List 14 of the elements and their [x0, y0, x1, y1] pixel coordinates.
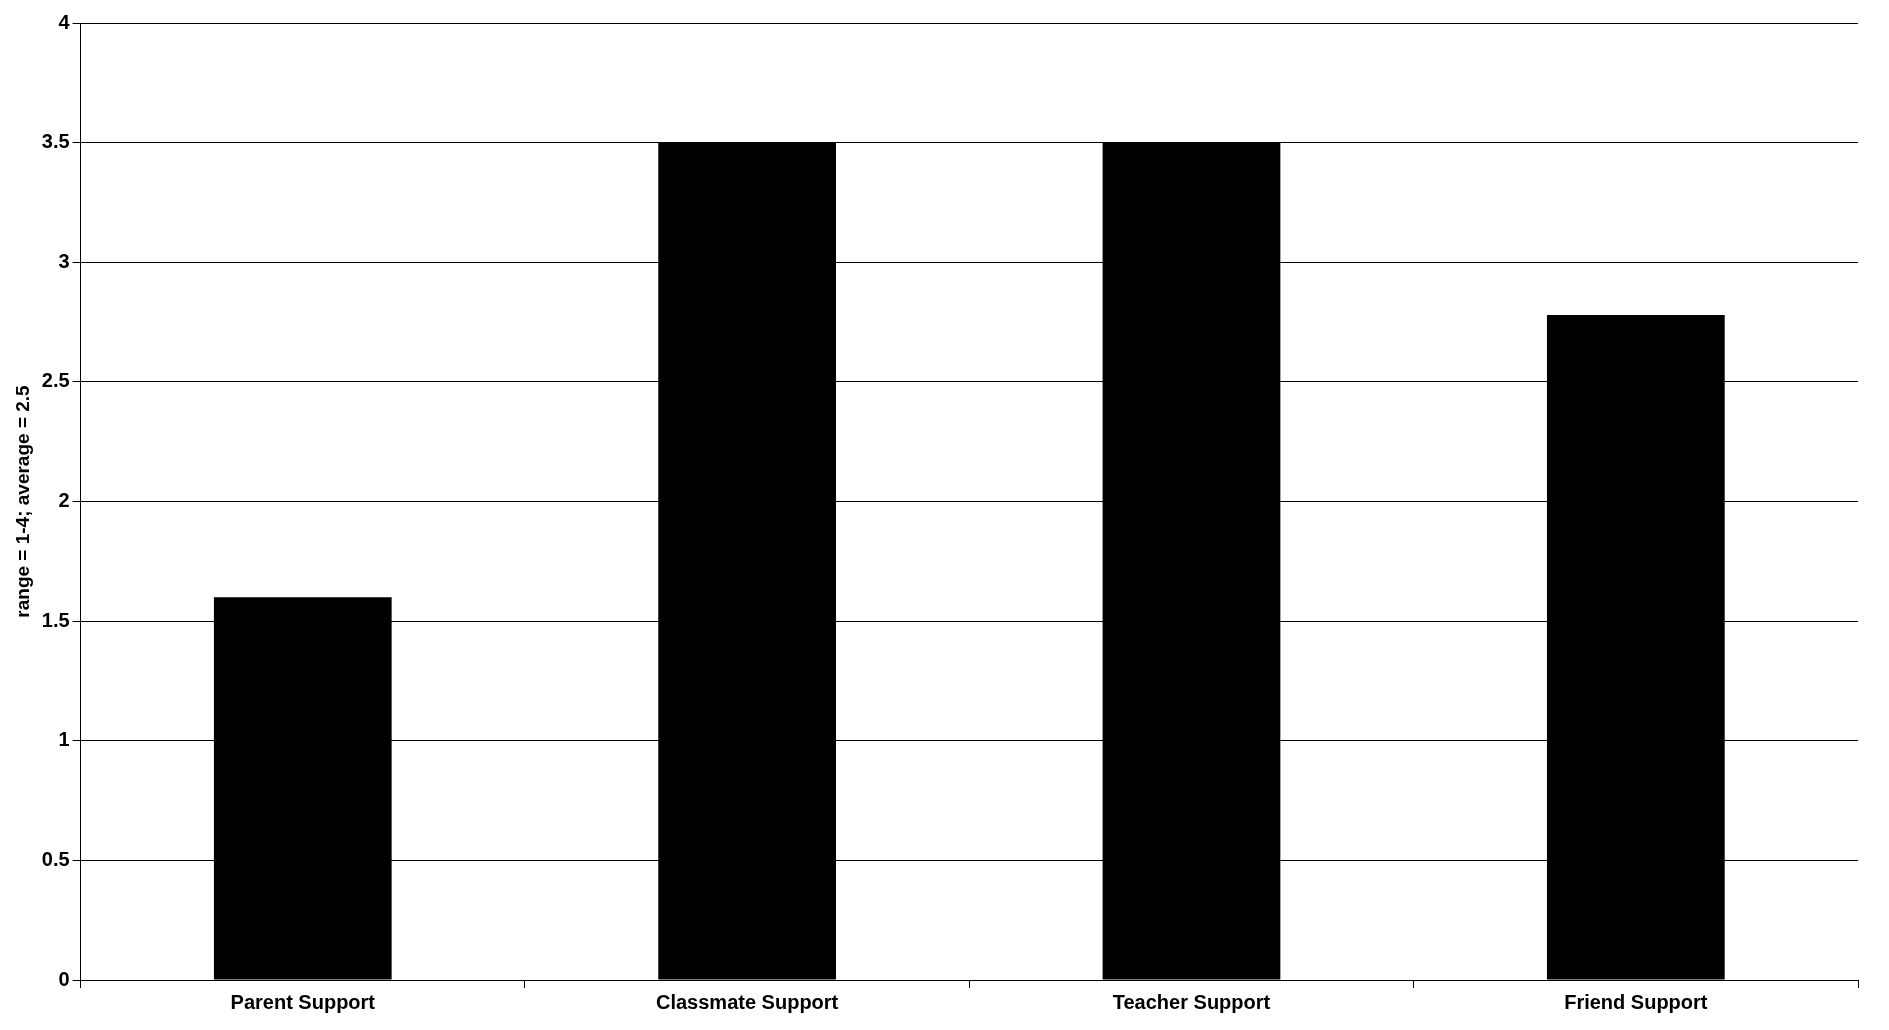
- y-tick-label: 4: [58, 10, 71, 33]
- x-tick-label: Classmate Support: [655, 990, 839, 1013]
- y-tick-label: 3: [58, 249, 70, 272]
- x-tick-label: Friend Support: [1564, 990, 1708, 1013]
- x-tick-label: Teacher Support: [1112, 990, 1271, 1013]
- y-axis-title: range = 1-4; average = 2.5: [11, 384, 33, 618]
- y-tick-label: 0.5: [41, 847, 70, 870]
- y-tick-label: 2.5: [41, 369, 70, 392]
- y-tick-label: 2: [58, 489, 70, 512]
- y-tick-label: 1.5: [41, 608, 70, 631]
- y-tick-label: 0: [58, 967, 70, 990]
- y-tick-label: 1: [58, 728, 70, 751]
- y-tick-label: 3.5: [41, 130, 70, 153]
- x-tick-label: Parent Support: [230, 990, 376, 1013]
